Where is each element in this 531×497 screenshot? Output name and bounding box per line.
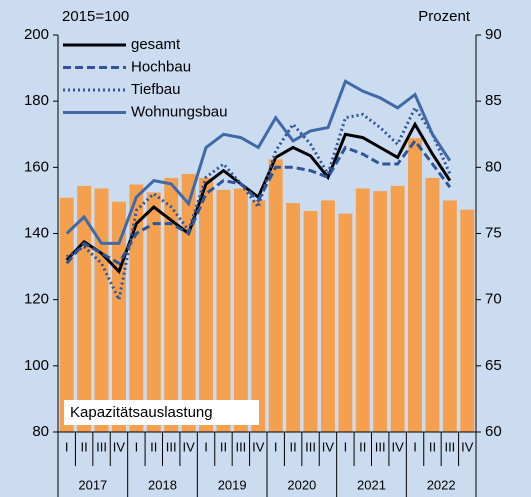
bar	[199, 177, 214, 432]
x-tick-label: I	[413, 439, 417, 454]
bar	[425, 177, 440, 432]
bar	[390, 185, 405, 432]
x-tick-label: I	[274, 439, 278, 454]
x-tick-label: IV	[182, 439, 195, 454]
bar	[303, 211, 318, 432]
year-label: 2017	[78, 477, 107, 492]
y-tick-label: 180	[24, 92, 49, 109]
y2-tick-label: 60	[485, 423, 502, 440]
y-tick-label: 160	[24, 158, 49, 175]
x-tick-label: I	[204, 439, 208, 454]
x-tick-label: II	[429, 439, 436, 454]
bar	[460, 209, 475, 432]
line	[65, 104, 452, 305]
x-tick-label: I	[65, 439, 69, 454]
bar	[268, 159, 283, 433]
x-tick-label: I	[135, 439, 139, 454]
year-label: 2022	[427, 477, 456, 492]
x-tick-label: II	[81, 439, 88, 454]
bar	[355, 188, 370, 432]
y-tick-label: 140	[24, 224, 49, 241]
bar	[442, 200, 457, 432]
y2-axis-label: Prozent	[418, 8, 471, 25]
x-tick-label: II	[150, 439, 157, 454]
x-tick-label: III	[444, 439, 455, 454]
year-label: 2019	[218, 477, 247, 492]
x-tick-label: II	[290, 439, 297, 454]
x-tick-label: IV	[322, 439, 335, 454]
y-tick-label: 80	[32, 423, 49, 440]
x-tick-label: II	[359, 439, 366, 454]
legend-label: Hochbau	[131, 58, 191, 75]
x-tick-label: III	[235, 439, 246, 454]
legend-label: gesamt	[131, 36, 181, 53]
year-label: 2018	[148, 477, 177, 492]
y2-tick-label: 90	[485, 26, 502, 43]
bar	[111, 201, 126, 432]
legend-label: Tiefbau	[131, 81, 180, 98]
x-tick-label: III	[305, 439, 316, 454]
x-tick-label: III	[166, 439, 177, 454]
y2-tick-label: 65	[485, 357, 502, 374]
y-tick-label: 120	[24, 291, 49, 308]
legend-box	[64, 400, 259, 425]
bar	[233, 188, 248, 432]
bar	[320, 200, 335, 432]
bar	[338, 213, 353, 432]
bar	[94, 188, 109, 432]
y2-tick-label: 80	[485, 158, 502, 175]
x-tick-label: III	[375, 439, 386, 454]
year-label: 2021	[357, 477, 386, 492]
y-tick-label: 200	[24, 26, 49, 43]
legend-label: Wohnungsbau	[131, 103, 227, 120]
bar	[181, 173, 196, 432]
x-tick-label: I	[344, 439, 348, 454]
x-tick-label: IV	[391, 439, 404, 454]
bar	[251, 200, 266, 432]
y2-tick-label: 75	[485, 224, 502, 241]
bar	[129, 184, 144, 432]
y-tick-label: 100	[24, 357, 49, 374]
bar	[408, 138, 423, 432]
x-tick-label: IV	[113, 439, 126, 454]
bar	[286, 203, 301, 432]
bar	[373, 191, 388, 432]
bar	[164, 177, 179, 432]
x-tick-label: II	[220, 439, 227, 454]
bar	[216, 189, 231, 432]
y2-tick-label: 70	[485, 291, 502, 308]
y-axis-label: 2015=100	[62, 8, 129, 25]
line	[65, 79, 452, 245]
x-tick-label: IV	[252, 439, 265, 454]
x-tick-label: III	[96, 439, 107, 454]
x-tick-label: IV	[461, 439, 474, 454]
bar	[146, 192, 161, 432]
year-label: 2020	[287, 477, 316, 492]
y2-tick-label: 85	[485, 92, 502, 109]
legend-label: Kapazitätsauslastung	[70, 404, 213, 421]
